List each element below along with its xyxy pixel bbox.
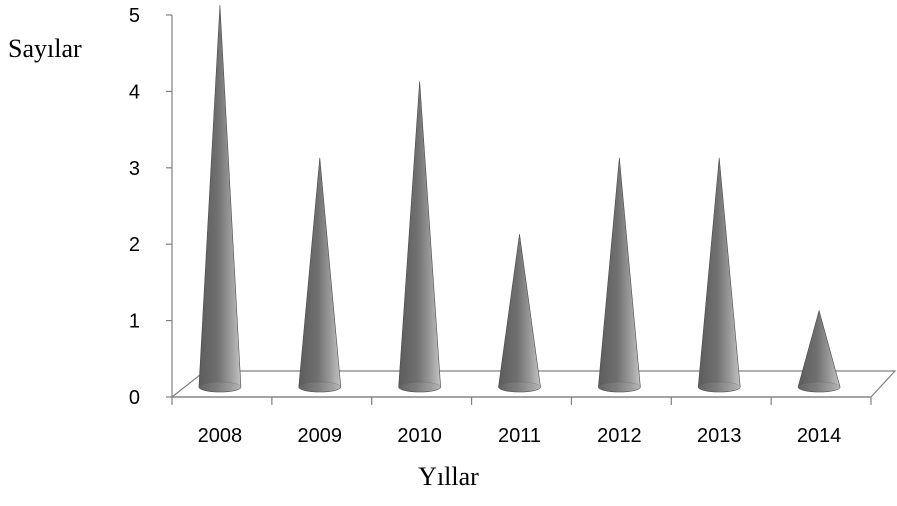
cone-bar-2014 xyxy=(797,309,841,393)
x-tick-label: 2012 xyxy=(597,425,642,447)
cone-base xyxy=(398,381,441,393)
cone-base xyxy=(797,381,841,393)
cone-body xyxy=(298,157,342,393)
x-tick-label: 2013 xyxy=(697,425,742,447)
cone-bar-2013 xyxy=(697,157,741,393)
cone-base xyxy=(698,381,741,393)
cone-body xyxy=(598,157,641,393)
x-axis-ticks: 2008 2009 2010 2011 2012 2013 2014 xyxy=(171,397,872,447)
cone-body xyxy=(198,4,242,393)
x-tick-label: 2011 xyxy=(498,425,541,447)
x-tick-label: 2009 xyxy=(298,425,343,447)
x-tick-label: 2010 xyxy=(397,425,442,447)
cone-base xyxy=(498,381,541,393)
y-tick-label: 1 xyxy=(129,311,140,333)
y-tick-label: 5 xyxy=(129,5,140,27)
y-tick-label: 0 xyxy=(129,387,140,409)
cone-bar-2009 xyxy=(298,157,342,393)
cone-base xyxy=(298,381,341,393)
y-tick-label: 3 xyxy=(129,158,140,180)
y-axis-title: Sayılar xyxy=(8,34,82,63)
cone-body xyxy=(498,234,541,393)
x-tick-label: 2008 xyxy=(198,425,243,447)
cone-body xyxy=(398,81,441,393)
y-axis-ticks: 0 1 2 3 4 5 xyxy=(129,5,172,409)
cone-base xyxy=(598,381,641,393)
cone-bar-2008 xyxy=(198,4,242,393)
cone-base xyxy=(198,381,242,393)
x-tick-label: 2014 xyxy=(797,425,842,447)
y-tick-label: 2 xyxy=(129,234,140,256)
cone-bar-2010 xyxy=(398,81,441,393)
x-axis-title: Yıllar xyxy=(418,462,479,491)
y-tick-label: 4 xyxy=(129,81,140,103)
cone-body xyxy=(697,157,741,393)
cone-body xyxy=(797,309,841,393)
cone-bar-2012 xyxy=(598,157,641,393)
axes xyxy=(170,15,897,398)
cone-marks xyxy=(198,4,841,393)
cone-bar-2011 xyxy=(498,234,541,393)
